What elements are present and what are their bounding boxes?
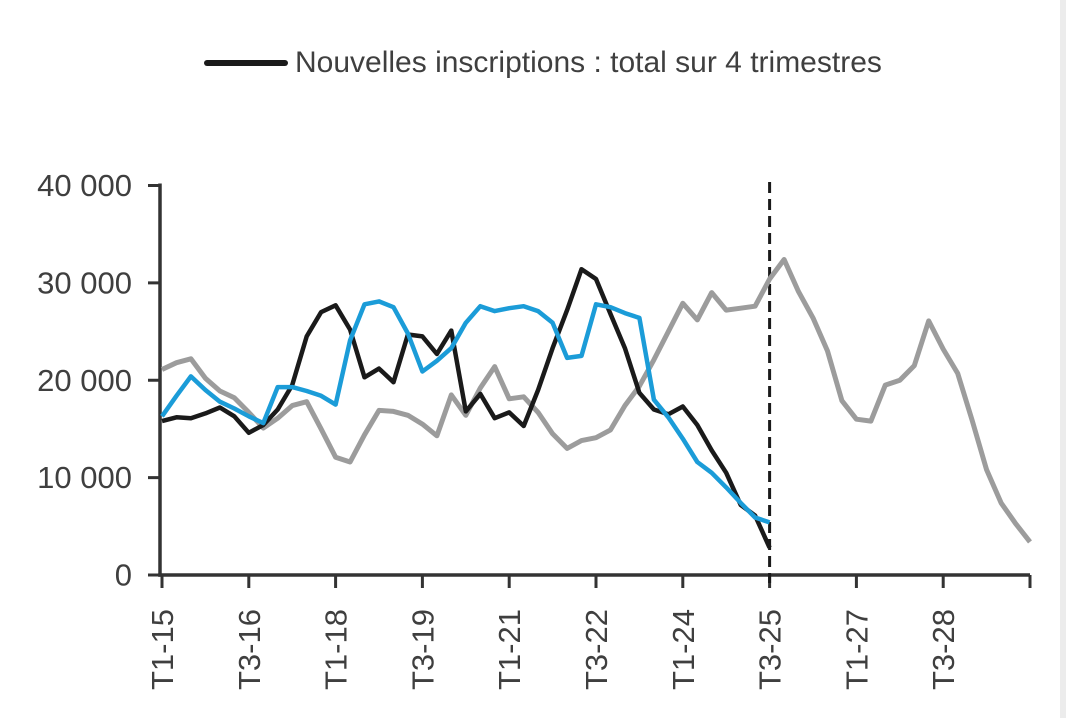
x-tick-label: T3-19 xyxy=(405,609,440,690)
x-tick-label: T3-25 xyxy=(753,609,788,690)
x-tick-label: T1-27 xyxy=(839,609,874,690)
x-tick-label: T1-15 xyxy=(145,609,180,690)
y-tick-label: 0 xyxy=(115,558,132,593)
series-line-serie-grise xyxy=(160,257,1032,544)
x-tick-label: T1-21 xyxy=(492,609,527,690)
y-tick-label: 10 000 xyxy=(37,460,132,495)
y-tick-label: 30 000 xyxy=(37,265,132,300)
y-tick-label: 20 000 xyxy=(37,363,132,398)
x-tick-label: T3-28 xyxy=(926,609,961,690)
x-tick-label: T3-22 xyxy=(579,609,614,690)
y-tick-label: 40 000 xyxy=(37,168,132,203)
chart-legend: Nouvelles inscriptions : total sur 4 tri… xyxy=(204,44,882,82)
series-line-serie-bleue xyxy=(160,299,771,525)
legend-line-swatch xyxy=(204,60,288,66)
screenshot-right-edge-band xyxy=(1060,0,1066,718)
x-tick-label: T1-18 xyxy=(319,609,354,690)
x-tick-label: T1-24 xyxy=(666,609,701,690)
x-tick-label: T3-16 xyxy=(232,609,267,690)
legend-label: Nouvelles inscriptions : total sur 4 tri… xyxy=(295,46,882,79)
